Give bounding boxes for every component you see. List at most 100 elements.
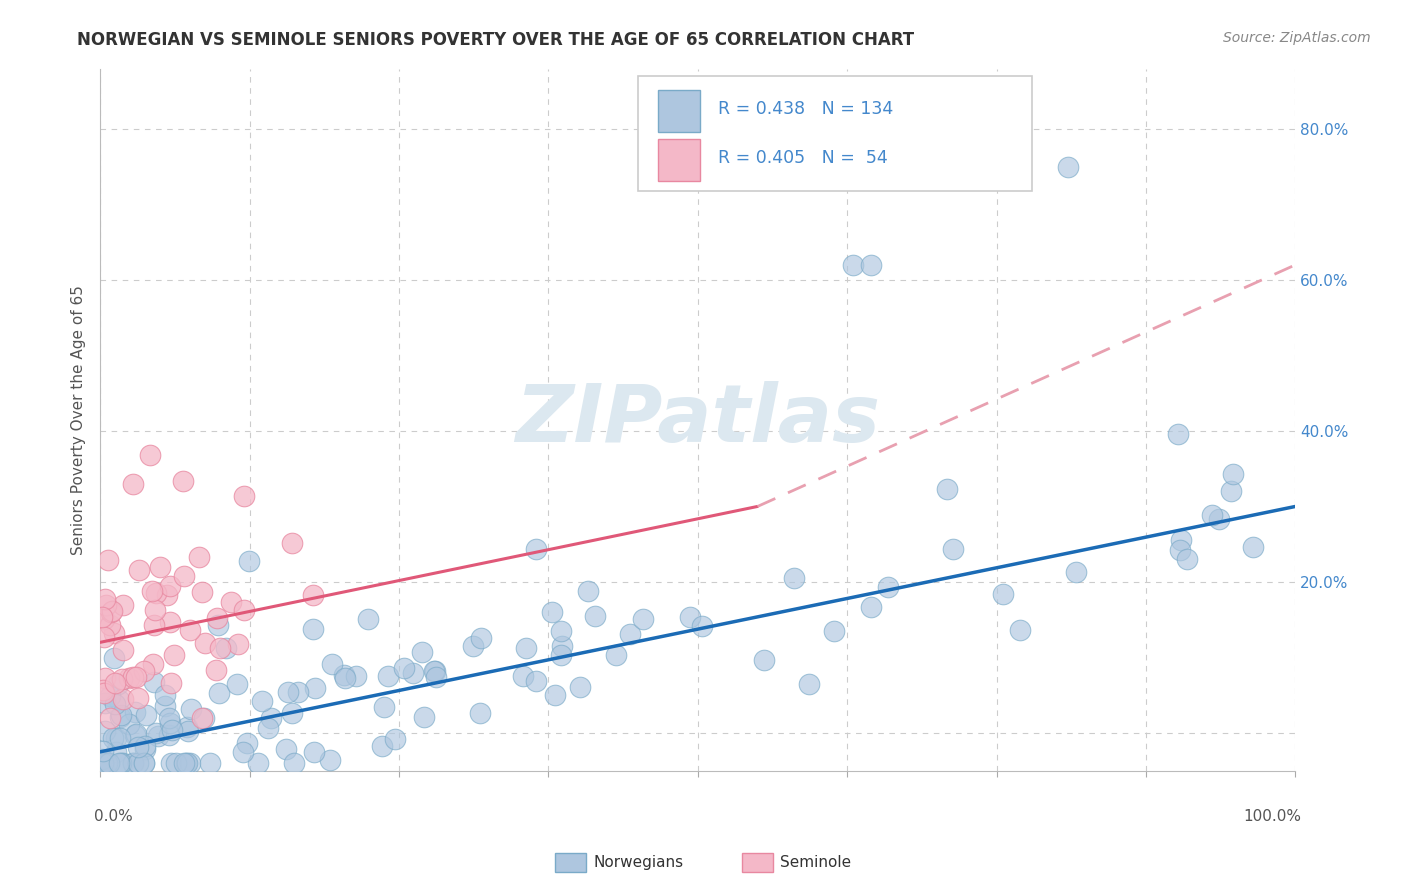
Point: [221, 595, 243, 609]
Point: [302, 588, 325, 602]
Point: [142, 657, 165, 671]
Point: [118, 671, 141, 685]
Point: [145, 725, 167, 739]
Point: [111, 672, 134, 686]
Point: [180, 702, 202, 716]
Point: [236, 735, 259, 749]
Point: [122, 756, 145, 771]
Point: [174, 756, 197, 771]
Point: [208, 641, 231, 656]
Point: [124, 705, 146, 719]
Text: 100.0%: 100.0%: [1243, 809, 1302, 824]
Point: [93, 724, 115, 739]
Point: [93, 756, 115, 771]
Point: [153, 688, 176, 702]
Point: [98, 756, 121, 771]
Point: [143, 617, 166, 632]
Point: [799, 677, 821, 691]
Point: [93, 612, 115, 626]
Y-axis label: Seniors Poverty Over the Age of 65: Seniors Poverty Over the Age of 65: [72, 285, 86, 555]
Point: [160, 675, 183, 690]
Point: [318, 753, 340, 767]
Point: [159, 579, 181, 593]
Point: [122, 756, 145, 771]
Point: [238, 554, 260, 568]
Point: [277, 685, 299, 699]
Point: [98, 711, 121, 725]
Point: [118, 717, 141, 731]
Text: 0.0%: 0.0%: [94, 809, 134, 824]
Point: [124, 728, 146, 742]
Point: [110, 707, 132, 722]
Text: NORWEGIAN VS SEMINOLE SENIORS POVERTY OVER THE AGE OF 65 CORRELATION CHART: NORWEGIAN VS SEMINOLE SENIORS POVERTY OV…: [77, 31, 914, 49]
Point: [524, 673, 547, 688]
Point: [461, 639, 484, 653]
Point: [149, 560, 172, 574]
Point: [165, 756, 187, 771]
Point: [141, 583, 163, 598]
Point: [1057, 160, 1080, 174]
Point: [127, 691, 149, 706]
Point: [105, 745, 128, 759]
Point: [143, 675, 166, 690]
Point: [134, 756, 156, 771]
Point: [160, 723, 183, 737]
Text: ZIPatlas: ZIPatlas: [515, 381, 880, 458]
Point: [384, 731, 406, 746]
Point: [540, 605, 562, 619]
FancyBboxPatch shape: [658, 139, 700, 181]
Point: [1241, 540, 1264, 554]
Point: [373, 699, 395, 714]
Point: [413, 709, 436, 723]
Point: [172, 474, 194, 488]
Point: [191, 711, 214, 725]
Point: [127, 756, 149, 771]
Point: [145, 586, 167, 600]
Point: [260, 711, 283, 725]
Point: [1170, 533, 1192, 547]
Point: [392, 661, 415, 675]
Point: [991, 586, 1014, 600]
FancyBboxPatch shape: [638, 76, 1032, 192]
Point: [252, 694, 274, 708]
Point: [179, 623, 201, 637]
Point: [470, 706, 492, 720]
Point: [371, 739, 394, 753]
Point: [179, 756, 201, 771]
Point: [134, 739, 156, 753]
Point: [157, 710, 180, 724]
Point: [568, 680, 591, 694]
Point: [94, 591, 117, 606]
Point: [187, 549, 209, 564]
Point: [544, 688, 567, 702]
Point: [423, 664, 446, 678]
Point: [1208, 512, 1230, 526]
Point: [583, 609, 606, 624]
Point: [576, 584, 599, 599]
Point: [344, 669, 367, 683]
Point: [207, 618, 229, 632]
Point: [425, 669, 447, 683]
FancyBboxPatch shape: [658, 89, 700, 132]
Point: [93, 630, 115, 644]
Point: [143, 603, 166, 617]
Point: [148, 729, 170, 743]
Point: [401, 665, 423, 680]
Point: [173, 756, 195, 771]
Point: [163, 648, 186, 663]
Point: [155, 698, 177, 713]
Point: [94, 598, 117, 612]
Point: [232, 489, 254, 503]
Point: [936, 482, 959, 496]
Point: [205, 663, 228, 677]
Point: [357, 612, 380, 626]
Point: [100, 606, 122, 620]
Point: [287, 684, 309, 698]
Point: [619, 627, 641, 641]
Point: [823, 624, 845, 638]
Point: [135, 708, 157, 723]
Point: [93, 686, 115, 700]
Point: [132, 664, 155, 678]
Point: [176, 756, 198, 771]
Point: [103, 625, 125, 640]
